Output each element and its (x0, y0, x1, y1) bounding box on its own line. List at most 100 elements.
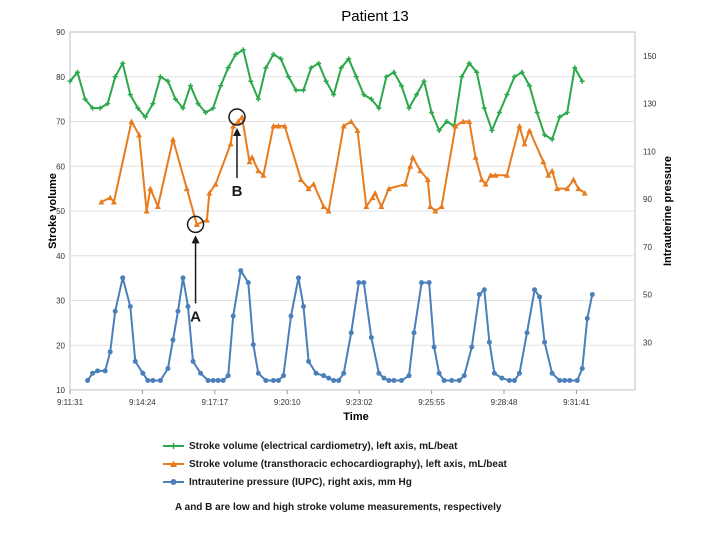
x-tick-label: 9:17:17 (201, 398, 228, 407)
x-axis-title: Time (343, 411, 368, 423)
data-point-iupc (348, 330, 354, 336)
legend-entry-electrical: Stroke volume (electrical cardiometry), … (163, 441, 458, 452)
data-point-echo (281, 122, 288, 129)
data-point-echo (340, 122, 347, 129)
data-point-electrical (195, 101, 201, 107)
data-point-electrical (353, 74, 359, 80)
data-point-electrical (436, 127, 442, 133)
left-tick-label: 40 (56, 252, 65, 261)
right-tick-label: 30 (643, 338, 652, 347)
data-point-echo (554, 185, 561, 192)
data-point-echo (575, 185, 582, 192)
data-point-echo (549, 167, 556, 174)
data-point-echo (246, 158, 253, 165)
data-point-echo (409, 154, 416, 160)
data-point-iupc (288, 313, 294, 319)
data-point-electrical (406, 105, 412, 111)
data-point-iupc (449, 377, 455, 383)
data-point-iupc (368, 334, 374, 340)
data-point-iupc (185, 303, 191, 309)
legend-marker-electrical (170, 443, 177, 449)
data-point-electrical (308, 65, 314, 71)
data-point-iupc (574, 377, 580, 383)
data-point-echo (521, 140, 528, 147)
data-point-iupc (441, 377, 447, 383)
data-point-echo (98, 199, 105, 205)
data-point-iupc (306, 358, 312, 364)
data-point-echo (193, 221, 200, 227)
data-point-iupc (419, 280, 425, 286)
right-tick-label: 150 (643, 52, 657, 61)
left-axis-title: Stroke volume (47, 173, 59, 249)
data-point-electrical (240, 47, 246, 53)
left-tick-label: 20 (56, 341, 65, 350)
legend-label-echo: Stroke volume (transthoracic echocardiog… (189, 459, 508, 470)
data-point-iupc (301, 303, 307, 309)
data-point-electrical (97, 105, 103, 111)
data-point-iupc (198, 370, 204, 376)
annotation-label-a: A (190, 308, 201, 325)
data-point-iupc (411, 330, 417, 336)
data-point-echo (270, 122, 277, 129)
data-point-electrical (391, 69, 397, 75)
data-point-electrical (180, 105, 186, 111)
data-point-echo (459, 118, 466, 124)
data-point-electrical (82, 96, 88, 102)
data-point-iupc (436, 370, 442, 376)
data-point-electrical (105, 101, 111, 107)
data-point-electrical (278, 56, 284, 62)
data-point-echo (230, 122, 237, 129)
data-point-echo (110, 199, 117, 205)
legend-entry-echo: Stroke volume (transthoracic echocardiog… (163, 459, 508, 470)
left-tick-label: 60 (56, 162, 65, 171)
data-point-electrical (157, 74, 163, 80)
data-point-echo (545, 172, 552, 178)
data-point-echo (203, 216, 210, 223)
data-point-electrical (225, 65, 231, 71)
data-point-echo (487, 172, 494, 178)
data-point-electrical (414, 92, 420, 98)
data-point-iupc (215, 377, 221, 383)
data-point-iupc (562, 377, 568, 383)
data-point-electrical (112, 74, 118, 80)
data-point-iupc (225, 373, 231, 379)
data-point-iupc (476, 292, 482, 298)
data-point-electrical (210, 105, 216, 111)
data-point-iupc (481, 287, 487, 293)
data-point-electrical (323, 78, 329, 84)
left-tick-label: 90 (56, 28, 65, 37)
data-point-echo (107, 194, 114, 201)
data-point-iupc (140, 370, 146, 376)
x-tick-label: 9:11:31 (57, 398, 84, 407)
data-point-electrical (572, 65, 578, 71)
data-point-iupc (361, 280, 367, 286)
data-point-iupc (331, 377, 337, 383)
data-point-electrical (421, 78, 427, 84)
data-point-iupc (127, 303, 133, 309)
data-point-iupc (579, 366, 585, 372)
x-tick-label: 9:14:24 (129, 398, 156, 407)
data-point-electrical (496, 110, 502, 116)
data-point-iupc (584, 315, 590, 321)
data-point-iupc (391, 377, 397, 383)
left-tick-label: 30 (56, 297, 65, 306)
data-point-electrical (459, 74, 465, 80)
data-point-echo (298, 176, 305, 183)
left-tick-label: 50 (56, 207, 65, 216)
data-point-iupc (456, 377, 462, 383)
left-tick-label: 70 (56, 118, 65, 127)
data-point-iupc (381, 375, 387, 381)
data-point-electrical (534, 110, 540, 116)
data-point-iupc (255, 370, 261, 376)
data-point-iupc (270, 377, 276, 383)
data-point-iupc (95, 368, 101, 374)
data-point-echo (369, 194, 376, 201)
data-point-echo (503, 172, 510, 178)
data-point-electrical (188, 83, 194, 89)
data-point-electrical (542, 132, 548, 138)
data-point-echo (452, 122, 459, 129)
legend-label-electrical: Stroke volume (electrical cardiometry), … (189, 441, 458, 452)
data-point-iupc (205, 377, 211, 383)
right-tick-label: 90 (643, 195, 652, 204)
